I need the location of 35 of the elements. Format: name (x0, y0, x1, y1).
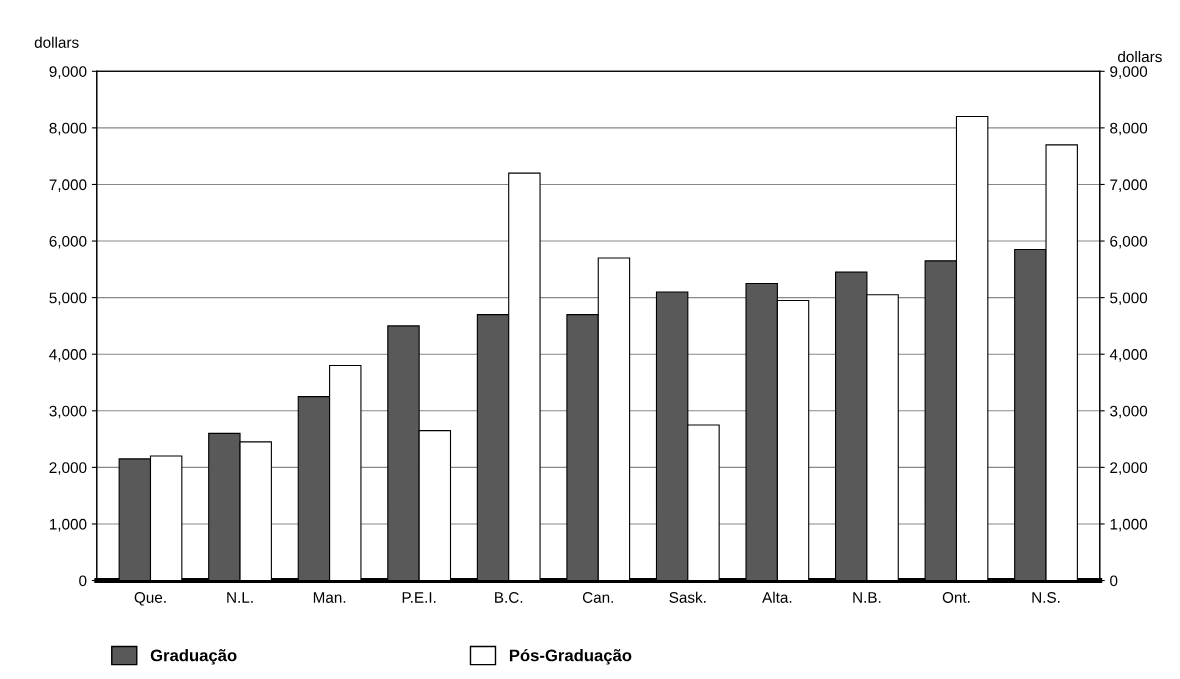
y2-tick-label: 5,000 (1110, 292, 1148, 306)
y-tick-label: 6,000 (49, 235, 87, 249)
y2-tick-label: 9,000 (1110, 66, 1148, 79)
y-tick-label: 9,000 (49, 66, 87, 79)
y2-tick-label: 8,000 (1110, 122, 1148, 136)
y2-tick-label: 3,000 (1110, 405, 1148, 419)
x-tick-label: N.S. (1032, 592, 1060, 603)
x-tick-label: B.C. (495, 592, 523, 603)
y-tick-label: 0 (79, 575, 87, 587)
x-tick-label: Can. (582, 592, 613, 603)
y2-tick-label: 4,000 (1109, 349, 1148, 362)
x-tick-label: P.E.I. (402, 592, 436, 603)
y-tick-label: 7,000 (49, 179, 87, 192)
x-tick-label: Ont. (942, 592, 970, 603)
x-tick-label: Alta. (762, 591, 792, 603)
y-tick-label: 8,000 (49, 122, 87, 136)
y2-tick-label: 1,000 (1110, 518, 1148, 532)
y-axis-title: dollars (34, 36, 79, 48)
y-tick-label: 1,000 (49, 518, 87, 532)
y2-tick-label: 2,000 (1110, 462, 1148, 475)
x-tick-label: N.L. (227, 592, 253, 603)
y2-tick-label: 7,000 (1110, 179, 1148, 192)
y-tick-label: 5,000 (49, 292, 87, 306)
y2-tick-label: 0 (1110, 575, 1118, 587)
x-tick-label: N.B. (853, 592, 881, 603)
y2-axis-title: dollars (1118, 50, 1162, 63)
x-tick-label: Que. (134, 592, 166, 606)
y-tick-label: 2,000 (49, 462, 87, 475)
x-tick-label: Man. (313, 592, 346, 603)
legend-label: Pós-Graduação (509, 648, 632, 665)
y2-tick-label: 6,000 (1110, 235, 1148, 249)
y-tick-label: 3,000 (49, 405, 87, 419)
legend-label: Graduação (150, 649, 237, 665)
y-tick-label: 4,000 (49, 349, 87, 362)
x-tick-label: Sask. (669, 591, 706, 603)
